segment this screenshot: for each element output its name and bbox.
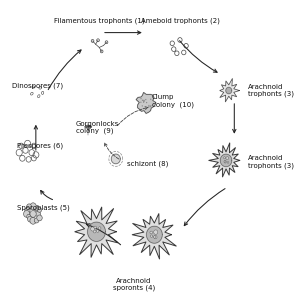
Circle shape <box>25 208 30 213</box>
Circle shape <box>154 236 156 238</box>
Circle shape <box>154 236 157 239</box>
Text: Arachnoid
trophonts (3): Arachnoid trophonts (3) <box>248 155 294 169</box>
Polygon shape <box>146 226 162 243</box>
Circle shape <box>227 161 229 163</box>
Polygon shape <box>136 92 156 113</box>
Circle shape <box>85 126 86 128</box>
Circle shape <box>94 226 97 229</box>
Circle shape <box>150 106 151 107</box>
Circle shape <box>150 99 152 100</box>
Circle shape <box>87 125 88 127</box>
Circle shape <box>148 106 149 107</box>
Text: Arachnoid
sporonts (4): Arachnoid sporonts (4) <box>112 278 155 291</box>
Text: Clump
colony  (10): Clump colony (10) <box>152 94 194 108</box>
Text: Filamentous trophonts (1): Filamentous trophonts (1) <box>54 17 145 24</box>
Text: schizont (8): schizont (8) <box>127 160 168 167</box>
Circle shape <box>30 217 36 224</box>
Circle shape <box>150 231 152 234</box>
Circle shape <box>30 203 36 210</box>
Polygon shape <box>220 154 232 167</box>
Circle shape <box>27 214 31 219</box>
Text: Arachnoid
trophonts (3): Arachnoid trophonts (3) <box>248 84 294 97</box>
Text: Prespores (6): Prespores (6) <box>16 142 63 149</box>
Polygon shape <box>226 87 232 94</box>
Polygon shape <box>132 214 176 259</box>
Text: Sporoblasts (5): Sporoblasts (5) <box>16 205 69 211</box>
Circle shape <box>24 211 30 217</box>
Text: Ameboid trophonts (2): Ameboid trophonts (2) <box>141 17 220 24</box>
Circle shape <box>88 125 89 126</box>
Circle shape <box>142 100 143 101</box>
Circle shape <box>27 204 32 209</box>
Circle shape <box>30 211 36 217</box>
Circle shape <box>28 216 33 222</box>
Polygon shape <box>209 143 240 177</box>
Circle shape <box>91 126 92 128</box>
Circle shape <box>98 227 101 230</box>
Circle shape <box>140 98 142 99</box>
Circle shape <box>97 230 99 232</box>
Circle shape <box>93 230 96 233</box>
Circle shape <box>143 101 144 103</box>
Circle shape <box>148 105 149 106</box>
Circle shape <box>90 125 91 127</box>
Circle shape <box>89 125 90 127</box>
Circle shape <box>143 100 145 102</box>
Circle shape <box>143 101 145 102</box>
Text: Gorgonlocks
colony  (9): Gorgonlocks colony (9) <box>76 121 119 134</box>
Circle shape <box>37 208 42 212</box>
Circle shape <box>154 230 158 234</box>
Circle shape <box>142 105 143 106</box>
Circle shape <box>224 160 226 163</box>
Text: Dinospores (7): Dinospores (7) <box>12 83 64 89</box>
Polygon shape <box>111 154 120 164</box>
Circle shape <box>143 100 145 101</box>
Circle shape <box>34 206 39 211</box>
Circle shape <box>226 157 229 160</box>
Circle shape <box>86 125 88 127</box>
Circle shape <box>91 227 94 231</box>
Polygon shape <box>75 207 118 257</box>
Circle shape <box>224 161 226 163</box>
Circle shape <box>34 218 39 223</box>
Circle shape <box>150 105 152 106</box>
Circle shape <box>145 99 146 100</box>
Circle shape <box>88 125 90 127</box>
Circle shape <box>85 125 87 127</box>
Circle shape <box>140 102 142 103</box>
Circle shape <box>35 211 40 217</box>
Circle shape <box>146 102 147 103</box>
Circle shape <box>224 157 226 159</box>
Circle shape <box>150 235 153 237</box>
Circle shape <box>37 215 42 221</box>
Polygon shape <box>220 79 239 102</box>
Polygon shape <box>88 222 105 241</box>
